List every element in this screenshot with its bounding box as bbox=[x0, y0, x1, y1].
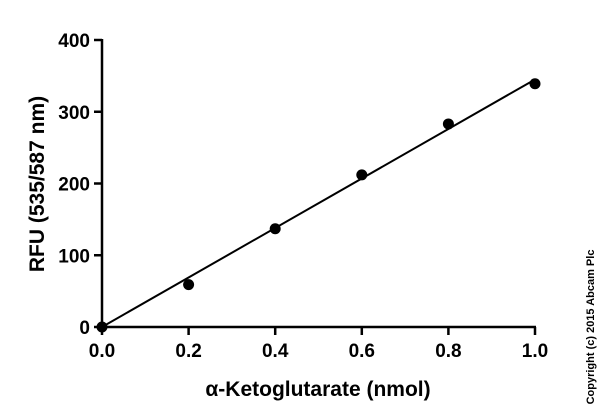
x-tick-label: 0.6 bbox=[349, 341, 375, 362]
fit-line bbox=[101, 78, 536, 328]
data-point bbox=[96, 321, 108, 333]
y-tick-label: 400 bbox=[58, 31, 90, 52]
data-point bbox=[442, 118, 454, 130]
y-tick-label: 100 bbox=[58, 246, 90, 267]
tick-labels: 0 100 200 300 400 0.0 0.2 0.4 0.6 0.8 1.0 bbox=[58, 31, 548, 362]
data-point bbox=[529, 78, 541, 90]
x-axis-title: α-Ketoglutarate (nmol) bbox=[205, 378, 430, 401]
copyright-text: Copyright (c) 2015 Abcam Plc bbox=[585, 250, 597, 405]
data-points bbox=[96, 78, 541, 333]
x-tick-label: 1.0 bbox=[522, 341, 548, 362]
x-tick-label: 0.4 bbox=[262, 341, 289, 362]
data-point bbox=[183, 279, 195, 291]
y-axis-title: RFU (535/587 nm) bbox=[26, 96, 49, 272]
x-tick-label: 0.2 bbox=[175, 341, 201, 362]
data-point bbox=[269, 223, 281, 235]
y-tick-label: 0 bbox=[79, 318, 90, 339]
y-tick-label: 200 bbox=[58, 175, 90, 196]
axes bbox=[100, 39, 536, 329]
data-point bbox=[356, 169, 368, 181]
y-tick-label: 300 bbox=[58, 103, 90, 124]
ticks bbox=[94, 38, 537, 335]
x-tick-label: 0.8 bbox=[435, 341, 461, 362]
x-tick-label: 0.0 bbox=[89, 341, 115, 362]
